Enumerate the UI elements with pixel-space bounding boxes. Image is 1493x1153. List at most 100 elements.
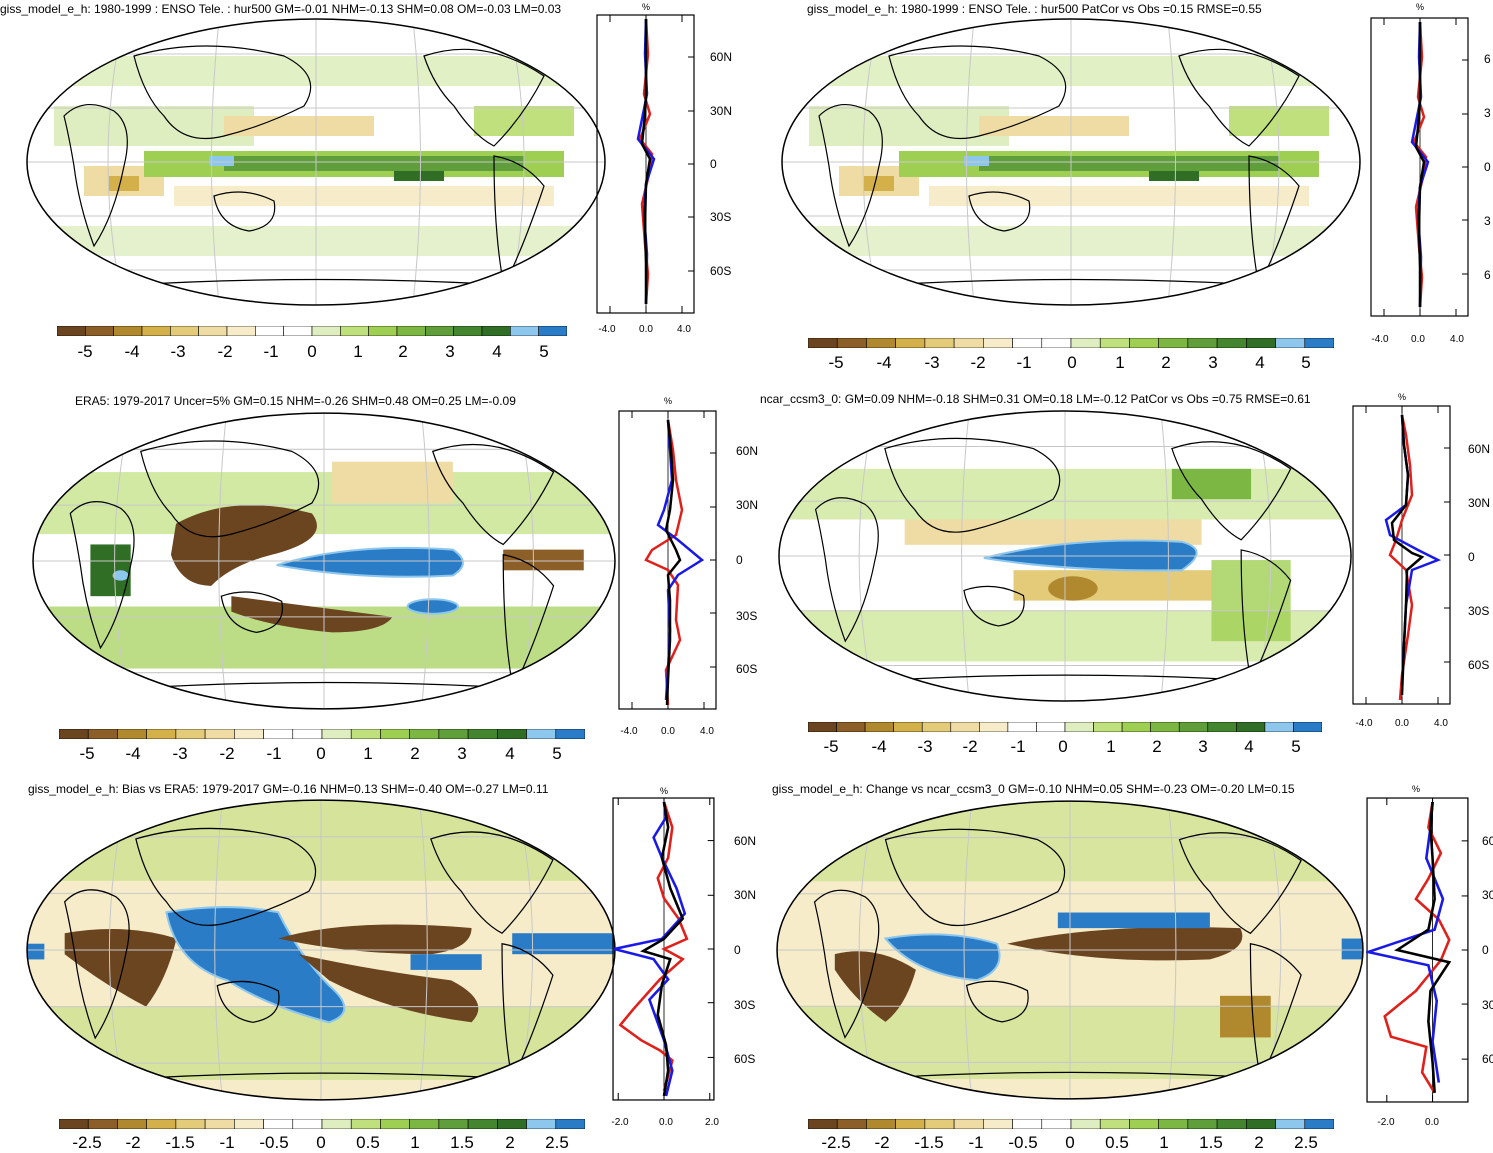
world-map xyxy=(781,18,1361,306)
colorbar-swatch xyxy=(895,1119,926,1129)
lat-label: 30 xyxy=(1482,998,1493,1012)
colorbar-swatch xyxy=(481,326,511,336)
cbar-tick-label: -3 xyxy=(917,737,933,756)
colorbar-swatch xyxy=(836,338,867,348)
cbar-tick-label: 2 xyxy=(1254,1133,1264,1152)
colorbar-swatch xyxy=(555,1119,585,1129)
cbar-tick-label: -4 xyxy=(125,744,141,763)
cbar-tick-label: 0 xyxy=(307,342,317,361)
colorbar-swatch xyxy=(1275,1119,1306,1129)
colorbar-swatch xyxy=(1012,1119,1043,1129)
cbar-tick-label: -3 xyxy=(170,342,186,361)
cbar-tick-label: 5 xyxy=(1291,737,1301,756)
cbar-tick-label: 1 xyxy=(353,342,363,361)
zonal-mean-plot xyxy=(618,410,717,710)
colorbar-swatch xyxy=(255,326,284,336)
colorbar-swatch xyxy=(953,1119,984,1129)
colorbar-swatch xyxy=(453,326,483,336)
colorbar xyxy=(59,729,585,739)
cbar-tick-label: -2.5 xyxy=(72,1133,102,1152)
cbar-tick-label: -2 xyxy=(970,353,986,372)
colorbar-swatch xyxy=(1064,722,1094,732)
colorbar-swatch xyxy=(526,729,557,739)
colorbar-swatch xyxy=(59,729,89,739)
colorbar-swatch xyxy=(1187,1119,1218,1129)
x-tick-label: 4.0 xyxy=(677,324,691,335)
colorbar-swatch xyxy=(1158,338,1189,348)
colorbar xyxy=(808,722,1322,732)
x-tick-label: -2.0 xyxy=(611,1117,629,1128)
colorbar-swatch xyxy=(396,326,426,336)
panel-title: giss_model_e_h: 1980-1999 : ENSO Tele. :… xyxy=(807,2,1262,16)
x-tick-label: 4.0 xyxy=(1434,718,1448,729)
colorbar-swatch xyxy=(526,1119,557,1129)
x-tick-label: -2.0 xyxy=(1377,1117,1395,1128)
colorbar-swatch xyxy=(350,1119,381,1129)
cbar-tick-label: -1.5 xyxy=(914,1133,944,1152)
x-tick-label: -4.0 xyxy=(598,324,616,335)
cbar-tick-label: -5 xyxy=(823,737,839,756)
colorbar-swatch xyxy=(1041,1119,1072,1129)
zonal-mean-plot xyxy=(1366,797,1469,1103)
lat-label: 0 xyxy=(1468,550,1475,564)
cbar-tick-label: -5 xyxy=(79,744,95,763)
lat-label: 60 xyxy=(1482,834,1493,848)
colorbar-swatch xyxy=(1093,722,1123,732)
cbar-tick-label: 2 xyxy=(410,744,420,763)
colorbar-swatch xyxy=(409,729,440,739)
colorbar-swatch xyxy=(1207,722,1237,732)
lat-label: 60N xyxy=(734,834,757,848)
zonal-unit: % xyxy=(1415,2,1425,12)
cbar-tick-label: 0 xyxy=(1058,737,1068,756)
cbar-tick-label: -1 xyxy=(266,744,282,763)
colorbar-swatch xyxy=(1070,338,1101,348)
colorbar-swatch xyxy=(380,1119,410,1129)
colorbar-swatch xyxy=(311,326,341,336)
lat-label: 0 xyxy=(734,943,741,957)
lat-label: 3 xyxy=(1484,214,1491,228)
lat-label: 60N xyxy=(710,50,733,64)
cbar-tick-label: -2.5 xyxy=(821,1133,851,1152)
cbar-tick-label: 3 xyxy=(445,342,455,361)
cbar-tick-label: 4 xyxy=(1244,737,1254,756)
lat-label: 3 xyxy=(1484,106,1491,120)
colorbar-swatch xyxy=(1293,722,1322,732)
lat-label: 0 xyxy=(1484,160,1491,174)
cbar-tick-label: 2.5 xyxy=(1294,1133,1318,1152)
colorbar-swatch xyxy=(85,326,114,336)
cbar-tick-label: -2 xyxy=(217,342,233,361)
colorbar-swatch xyxy=(497,1119,527,1129)
colorbar-swatch xyxy=(836,1119,867,1129)
cbar-tick-label: 0 xyxy=(316,744,326,763)
colorbar-swatch xyxy=(866,1119,896,1129)
cbar-tick-label: -2 xyxy=(219,744,235,763)
cbar-tick-label: 1.5 xyxy=(450,1133,474,1152)
colorbar-swatch xyxy=(292,729,323,739)
lat-label: 30N xyxy=(1468,496,1491,510)
colorbar-swatch xyxy=(921,722,952,732)
colorbar xyxy=(59,1119,585,1129)
zonal-unit: % xyxy=(1411,784,1421,794)
cbar-tick-label: -2 xyxy=(125,1133,141,1152)
cbar-tick-label: 5 xyxy=(539,342,549,361)
cbar-tick-label: -4 xyxy=(124,342,140,361)
colorbar-swatch xyxy=(1187,338,1218,348)
colorbar-swatch xyxy=(438,1119,469,1129)
colorbar xyxy=(57,326,567,336)
x-tick-label: 2.0 xyxy=(705,1117,719,1128)
cbar-tick-label: 4 xyxy=(505,744,515,763)
lat-label: 60S xyxy=(734,1052,756,1066)
colorbar-swatch xyxy=(1158,1119,1189,1129)
panel-title: ERA5: 1979-2017 Uncer=5% GM=0.15 NHM=-0.… xyxy=(75,394,516,408)
cbar-tick-label: 2.5 xyxy=(545,1133,569,1152)
colorbar-swatch xyxy=(924,1119,955,1129)
lat-label: 60N xyxy=(1468,442,1491,456)
colorbar-swatch xyxy=(1041,338,1072,348)
colorbar-swatch xyxy=(1216,1119,1247,1129)
colorbar-swatch xyxy=(59,1119,89,1129)
lat-label: 0 xyxy=(736,553,743,567)
lat-label: 0 xyxy=(1482,943,1489,957)
colorbar-swatch xyxy=(380,729,410,739)
x-tick-label: 0.0 xyxy=(1411,334,1425,345)
lat-label: 0 xyxy=(710,157,717,171)
